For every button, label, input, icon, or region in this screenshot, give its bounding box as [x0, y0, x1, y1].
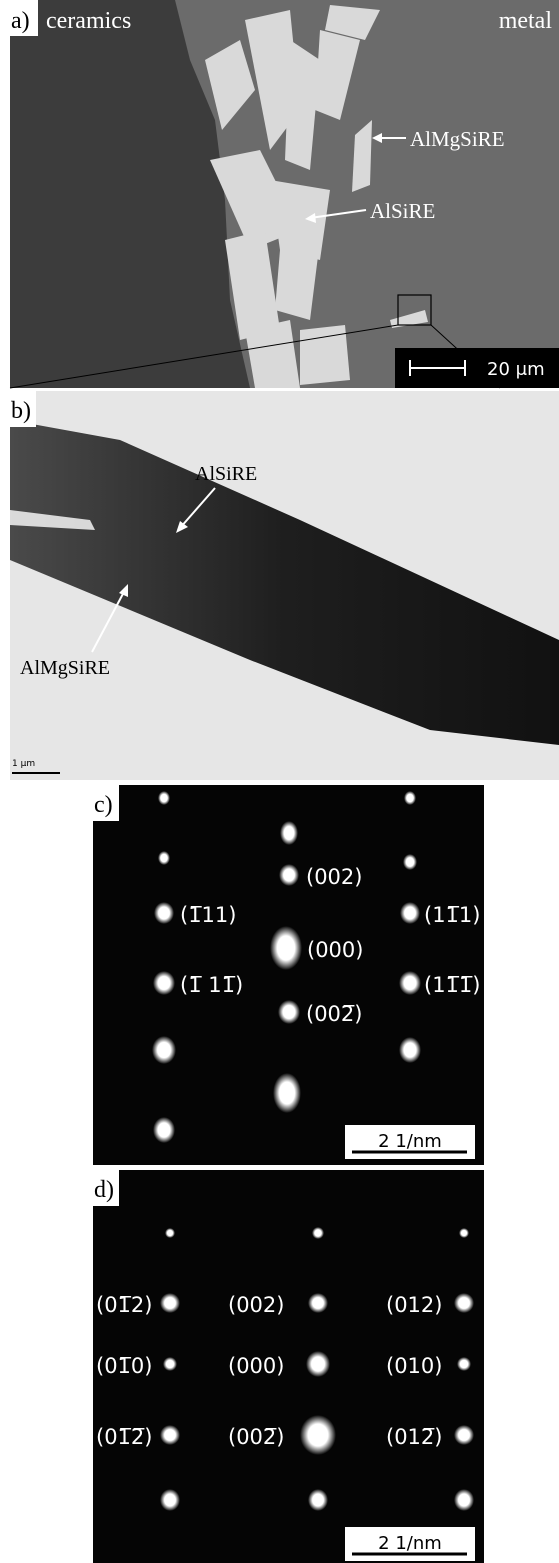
- annotation: (002): [228, 1293, 284, 1317]
- annotation: (010): [386, 1354, 442, 1378]
- annotation: (01̅0): [96, 1354, 152, 1378]
- annotation: (01̅2): [96, 1293, 152, 1317]
- panel-c: c) (002) (1̅11) (000) (11̅1) (1̅ 11̅) (1…: [93, 785, 484, 1165]
- panel-label: b): [11, 398, 31, 424]
- scale-bar-label: 1 μm: [12, 759, 35, 769]
- panel-d: d) (01̅2) (002) (012) (01̅0) (000) (010)…: [93, 1170, 484, 1563]
- scale-bar-label: 20 μm: [487, 359, 545, 380]
- annotation: (002̅): [228, 1425, 284, 1449]
- panel-label: d): [94, 1177, 114, 1203]
- annotation: (000): [228, 1354, 284, 1378]
- figure: a) ceramics metal AlMgSiRE AlSiRE 20 μm …: [0, 0, 559, 1563]
- annotation: (002): [306, 865, 362, 889]
- annotation: metal: [499, 8, 553, 34]
- annotation: (012̅): [386, 1425, 442, 1449]
- panel-a: a) ceramics metal AlMgSiRE AlSiRE 20 μm: [10, 0, 559, 388]
- panel-label: c): [94, 792, 113, 818]
- annotation: ceramics: [46, 8, 131, 34]
- panel-b: b) AlSiRE AlMgSiRE 1 μm: [10, 391, 559, 780]
- annotation: AlSiRE: [370, 199, 435, 223]
- scale-bar-label: 2 1/nm: [378, 1533, 442, 1554]
- scale-bar-label: 2 1/nm: [378, 1131, 442, 1152]
- annotation: (01̅2̅): [96, 1425, 152, 1449]
- annotation: (002̅): [306, 1002, 362, 1026]
- annotation: (11̅1̅): [424, 973, 480, 997]
- annotation: AlMgSiRE: [410, 127, 505, 151]
- annotation: (000): [307, 938, 363, 962]
- annotation: AlMgSiRE: [20, 657, 110, 679]
- annotation: (1̅11): [180, 903, 236, 927]
- panel-label: a): [11, 8, 30, 34]
- annotation: (012): [386, 1293, 442, 1317]
- annotation: (1̅ 11̅): [180, 973, 243, 997]
- annotation: (11̅1): [424, 903, 480, 927]
- annotation: AlSiRE: [195, 463, 257, 485]
